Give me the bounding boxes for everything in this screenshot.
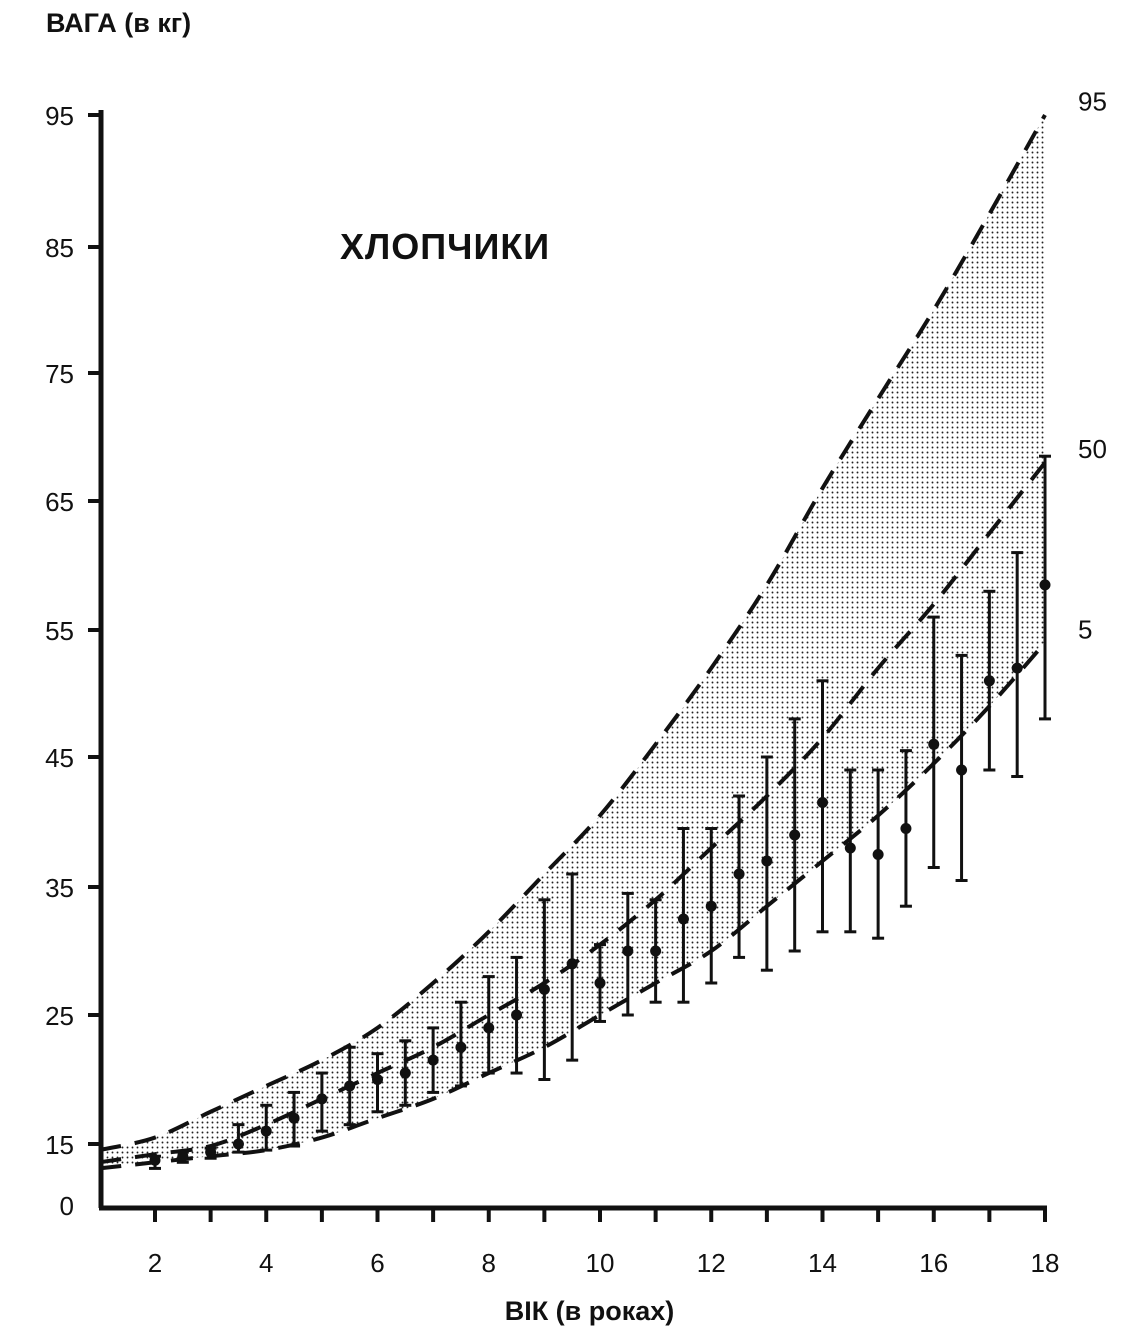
x-tick-label: 2: [148, 1248, 162, 1278]
percentile-label-5: 5: [1078, 614, 1092, 644]
mean-point: [594, 977, 606, 989]
mean-point: [872, 849, 884, 860]
mean-point: [511, 1009, 523, 1021]
mean-point: [455, 1041, 467, 1053]
y-tick-label: 65: [45, 487, 74, 517]
mean-point: [677, 913, 689, 925]
y-tick-label: 85: [45, 233, 74, 263]
mean-point: [900, 823, 912, 834]
x-tick-label: 18: [1031, 1248, 1060, 1278]
mean-point: [372, 1074, 383, 1085]
x-tick-label: 4: [259, 1248, 273, 1278]
y-tick-label: 75: [45, 359, 74, 389]
mean-point: [260, 1125, 272, 1137]
y-tick-label: 35: [45, 873, 74, 903]
mean-point: [622, 945, 634, 957]
percentile-label-95: 95: [1078, 86, 1107, 116]
mean-point: [399, 1067, 411, 1079]
mean-point: [177, 1150, 189, 1162]
mean-point: [1039, 579, 1051, 591]
mean-point: [983, 675, 995, 687]
x-tick-label: 12: [697, 1248, 726, 1278]
axes: [88, 110, 1047, 1222]
mean-point: [817, 797, 828, 808]
mean-point: [344, 1080, 356, 1092]
mean-point: [232, 1138, 244, 1150]
tick-labels: 0 15 25 35 45 55 65 75 85 95 2 4 6 8 10 12 14 16 18 95 50 5: [45, 86, 1107, 1278]
mean-point: [956, 764, 968, 776]
mean-point: [427, 1054, 439, 1066]
percentile-label-50: 50: [1078, 434, 1107, 464]
percentile-curve-95: [98, 114, 1047, 1153]
chart-title: ХЛОПЧИКИ: [340, 226, 551, 267]
y-tick-label: 45: [45, 743, 74, 773]
mean-point: [149, 1154, 161, 1166]
x-tick-label: 10: [586, 1248, 615, 1278]
mean-point: [733, 868, 745, 880]
mean-point: [650, 945, 662, 957]
mean-point: [316, 1093, 328, 1105]
x-axis-title: ВІК (в роках): [504, 1296, 675, 1326]
y-tick-label: 15: [45, 1130, 74, 1160]
y-tick-label: 0: [60, 1191, 74, 1221]
mean-point: [1011, 662, 1023, 674]
x-tick-label: 6: [370, 1248, 384, 1278]
mean-point: [205, 1146, 217, 1158]
mean-point: [844, 842, 856, 854]
y-axis-title: ВАГА (в кг): [46, 8, 192, 38]
x-tick-label: 14: [808, 1248, 837, 1278]
mean-point: [761, 855, 773, 867]
mean-point: [538, 983, 550, 995]
mean-point: [705, 900, 717, 912]
mean-point: [928, 738, 940, 750]
y-tick-label: 95: [45, 101, 74, 131]
measurement-error-bars: [149, 454, 1051, 1170]
y-tick-label: 25: [45, 1001, 74, 1031]
x-tick-label: 16: [919, 1248, 948, 1278]
mean-point: [789, 829, 801, 841]
y-tick-label: 55: [45, 616, 74, 646]
x-tick-label: 8: [482, 1248, 496, 1278]
mean-point: [483, 1022, 495, 1034]
mean-point: [288, 1112, 300, 1124]
mean-point: [566, 958, 578, 970]
